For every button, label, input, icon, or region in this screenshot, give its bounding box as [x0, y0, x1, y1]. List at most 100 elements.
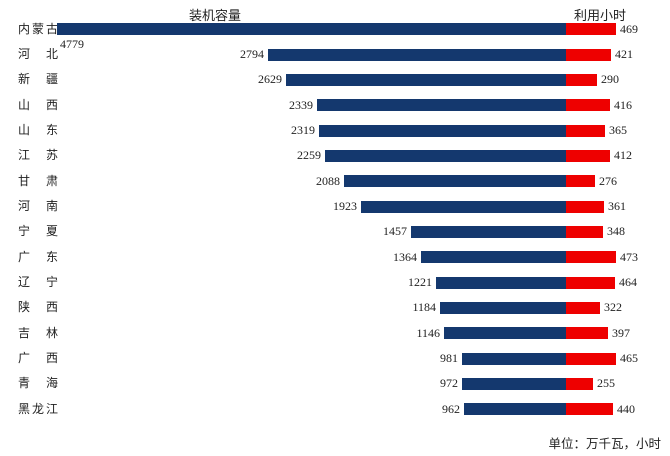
category-label: 山东: [18, 124, 58, 137]
capacity-bar: [286, 73, 566, 86]
capacity-bar: [464, 403, 566, 416]
category-label: 辽宁: [18, 276, 58, 289]
category-label-char: 肃: [45, 173, 58, 188]
hours-bar: [566, 99, 610, 112]
category-label-char: 陕: [18, 300, 31, 315]
hours-bar: [566, 225, 603, 238]
category-label-char: 龙: [31, 401, 44, 416]
capacity-value-label: 1364: [393, 249, 417, 264]
capacity-bar: [317, 99, 566, 112]
category-label: 青海: [18, 377, 58, 390]
hours-bar: [566, 327, 608, 340]
category-label: 河北: [18, 48, 58, 61]
category-label-char: 广: [18, 249, 31, 264]
hours-bar: [566, 403, 613, 416]
category-label-char: 河: [18, 199, 31, 214]
capacity-value-label: 2339: [289, 97, 313, 112]
category-label-char: 山: [18, 97, 31, 112]
category-label-char: 疆: [45, 72, 58, 87]
category-label-char: 林: [45, 325, 58, 340]
category-label: 新疆: [18, 73, 58, 86]
capacity-value-label: 1457: [383, 224, 407, 239]
capacity-value-label: 1184: [412, 300, 436, 315]
category-label-char: 东: [45, 249, 58, 264]
category-label-char: 内: [18, 21, 31, 36]
hours-bar: [566, 251, 616, 264]
category-label-char: 青: [18, 376, 31, 391]
hours-series-header: 利用小时: [574, 8, 627, 23]
category-label: 广东: [18, 249, 58, 264]
category-label: 江苏: [18, 149, 58, 162]
capacity-bar: [344, 175, 566, 188]
capacity-series-header: 装机容量: [189, 8, 242, 23]
category-label: 黑龙江: [18, 401, 58, 416]
capacity-bar: [57, 23, 566, 36]
capacity-value-label: 962: [442, 401, 460, 416]
category-label: 宁夏: [18, 225, 58, 238]
hours-value-label: 473: [620, 249, 638, 264]
capacity-value-label: 4779: [60, 37, 84, 52]
hours-bar: [566, 276, 615, 289]
capacity-value-label: 972: [440, 376, 458, 391]
hours-value-label: 348: [607, 224, 625, 239]
category-label: 吉林: [18, 325, 58, 340]
category-label-char: 南: [45, 199, 58, 214]
capacity-value-label: 1146: [416, 325, 440, 340]
capacity-bar: [436, 276, 566, 289]
capacity-bar: [444, 327, 566, 340]
category-label-char: 甘: [18, 173, 31, 188]
hours-value-label: 322: [604, 300, 622, 315]
hours-value-label: 365: [609, 123, 627, 138]
hours-bar: [566, 23, 616, 36]
hours-value-label: 464: [619, 275, 637, 290]
capacity-value-label: 981: [440, 351, 458, 366]
category-label: 河南: [18, 200, 58, 213]
hours-value-label: 416: [614, 97, 632, 112]
category-label: 广西: [18, 352, 58, 365]
category-label-char: 西: [45, 351, 58, 366]
category-label-char: 吉: [18, 325, 31, 340]
category-label-char: 古: [45, 21, 58, 36]
hours-value-label: 361: [608, 199, 626, 214]
capacity-bar: [319, 124, 566, 137]
capacity-value-label: 1923: [333, 199, 357, 214]
category-label: 陕西: [18, 301, 58, 314]
capacity-value-label: 1221: [408, 275, 432, 290]
capacity-value-label: 2319: [291, 123, 315, 138]
hours-bar: [566, 352, 616, 365]
hours-bar: [566, 124, 605, 137]
category-label-char: 西: [45, 97, 58, 112]
hours-value-label: 255: [597, 376, 615, 391]
category-label-char: 广: [18, 351, 31, 366]
capacity-bar: [462, 377, 566, 390]
hours-bar: [566, 73, 597, 86]
hours-value-label: 440: [617, 401, 635, 416]
category-label-char: 河: [18, 47, 31, 62]
capacity-bar: [411, 225, 566, 238]
category-label: 山西: [18, 97, 58, 112]
category-label-char: 夏: [45, 224, 58, 239]
capacity-bar: [462, 352, 566, 365]
category-label-char: 海: [45, 376, 58, 391]
capacity-value-label: 2259: [297, 148, 321, 163]
category-label-char: 苏: [45, 148, 58, 163]
hours-value-label: 397: [612, 325, 630, 340]
capacity-bar: [421, 251, 566, 264]
category-label-char: 东: [45, 123, 58, 138]
category-label-char: 宁: [18, 224, 31, 239]
hours-bar: [566, 200, 604, 213]
hours-bar: [566, 301, 600, 314]
category-label-char: 黑: [18, 401, 31, 416]
capacity-bar: [268, 48, 566, 61]
category-label-char: 江: [18, 148, 31, 163]
category-label-char: 西: [45, 300, 58, 315]
capacity-bar: [361, 200, 566, 213]
category-label-char: 蒙: [31, 21, 44, 36]
hours-value-label: 421: [615, 47, 633, 62]
hours-bar: [566, 377, 593, 390]
capacity-bar: [325, 149, 566, 162]
capacity-value-label: 2629: [258, 72, 282, 87]
hours-value-label: 276: [599, 173, 617, 188]
hours-value-label: 465: [620, 351, 638, 366]
category-label: 甘肃: [18, 173, 58, 188]
